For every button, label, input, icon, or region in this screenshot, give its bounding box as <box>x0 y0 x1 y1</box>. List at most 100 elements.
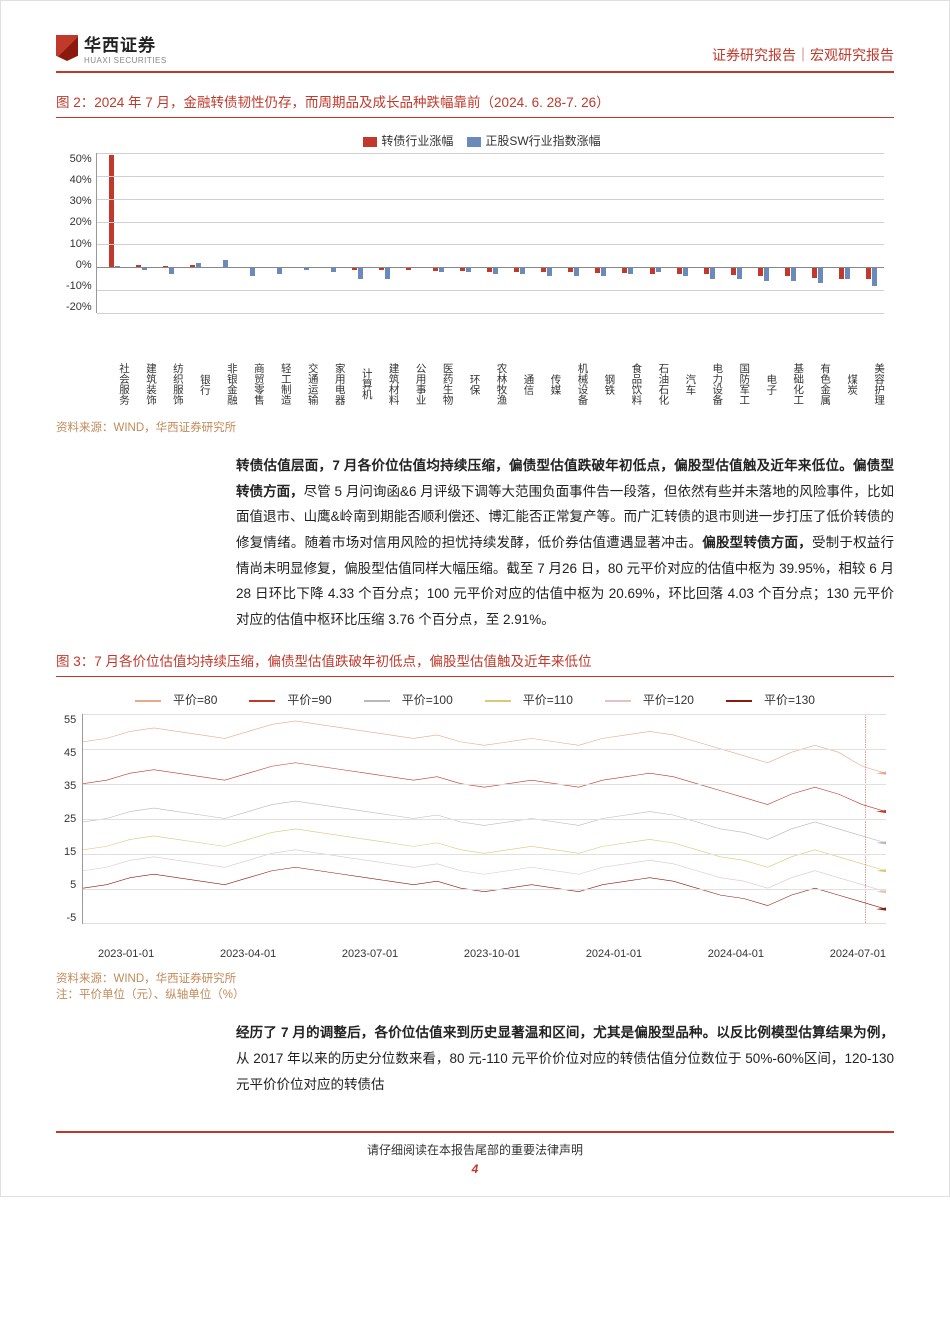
bar <box>601 267 606 276</box>
para2-lead: 经历了 7 月的调整后，各价位估值来到历史显著温和区间，尤其是偏股型品种。以反比… <box>236 1025 894 1040</box>
bar <box>385 267 390 278</box>
xtick: 医药生物 <box>426 357 453 411</box>
ytick: 40% <box>66 174 92 186</box>
bar <box>710 267 715 278</box>
xtick: 公用事业 <box>399 357 426 411</box>
bar-group <box>126 153 153 313</box>
bar-group <box>477 153 504 313</box>
bar <box>520 267 525 274</box>
xtick: 环保 <box>453 357 480 411</box>
bar-group <box>639 153 666 313</box>
legend-label: 平价=120 <box>643 693 694 707</box>
bar <box>250 267 255 276</box>
fig2-source: 资料来源：WIND，华西证券研究所 <box>56 419 894 435</box>
bar-group <box>855 153 882 313</box>
bar <box>358 267 363 278</box>
bar-group <box>504 153 531 313</box>
xtick: 电力设备 <box>695 357 722 411</box>
legend-swatch <box>363 137 377 147</box>
fig2-yaxis: 50%40%30%20%10%0%-10%-20% <box>66 153 96 313</box>
xtick: 机械设备 <box>560 357 587 411</box>
fig3-legend: 平价=80 平价=90 平价=100 平价=110 平价=120 平价=130 <box>64 691 886 708</box>
ytick: 5 <box>64 879 76 891</box>
bar <box>737 267 742 278</box>
header-right: 证券研究报告｜宏观研究报告 <box>712 45 894 65</box>
paragraph-1: 转债估值层面，7 月各价位估值均持续压缩，偏债型估值跌破年初低点，偏股型估值触及… <box>236 453 894 632</box>
line-series <box>83 721 886 773</box>
bar <box>574 267 579 276</box>
fig3-source: 资料来源：WIND，华西证券研究所 <box>56 970 894 986</box>
bar <box>872 267 877 285</box>
xtick: 商贸零售 <box>237 357 264 411</box>
legend-label: 转债行业涨幅 <box>381 134 453 148</box>
xtick: 2024-04-01 <box>708 948 764 960</box>
bar <box>677 267 682 274</box>
bar-group <box>153 153 180 313</box>
xtick: 银行 <box>183 357 210 411</box>
logo-mark <box>56 35 78 61</box>
ytick: 10% <box>66 238 92 250</box>
xtick: 煤炭 <box>830 357 857 411</box>
fig3-note: 注：平价单位（元）、纵轴单位（%） <box>56 986 894 1002</box>
xtick: 食品饮料 <box>614 357 641 411</box>
xtick: 2023-10-01 <box>464 948 520 960</box>
bar-group <box>315 153 342 313</box>
xtick: 电子 <box>749 357 776 411</box>
ytick: 20% <box>66 216 92 228</box>
fig2-xlabels: 社会服务建筑装饰纺织服饰银行非银金融商贸零售轻工制造交通运输家用电器计算机建筑材… <box>66 357 884 411</box>
legend-line <box>605 700 631 702</box>
xtick: 2023-04-01 <box>220 948 276 960</box>
bar-group <box>747 153 774 313</box>
legend-item: 平价=100 <box>356 693 461 707</box>
logo: 华西证券 HUAXI SECURITIES <box>56 31 167 65</box>
bar <box>758 267 763 276</box>
line-series <box>83 829 886 871</box>
legend-label: 平价=100 <box>402 693 453 707</box>
xtick: 国防军工 <box>722 357 749 411</box>
bar <box>785 267 790 276</box>
legend-item: 平价=80 <box>127 693 225 707</box>
bar <box>547 267 552 276</box>
bar <box>818 267 823 283</box>
xtick: 建筑材料 <box>372 357 399 411</box>
bar <box>812 267 817 277</box>
line-series <box>83 763 886 812</box>
fig2-title: 图 2：2024 年 7 月，金融转债韧性仍存，而周期品及成长品种跌幅靠前（20… <box>56 91 894 118</box>
ytick: 50% <box>66 153 92 165</box>
bar <box>628 267 633 274</box>
bar-group <box>666 153 693 313</box>
legend-swatch <box>467 137 481 147</box>
legend-line <box>249 700 275 702</box>
ytick: 15 <box>64 846 76 858</box>
bar-group <box>261 153 288 313</box>
fig3-plot <box>82 714 886 924</box>
ytick: -10% <box>66 280 92 292</box>
xtick: 传媒 <box>534 357 561 411</box>
xtick: 2024-01-01 <box>586 948 642 960</box>
bar-group <box>693 153 720 313</box>
report-page: 华西证券 HUAXI SECURITIES 证券研究报告｜宏观研究报告 图 2：… <box>0 0 950 1197</box>
legend-label: 平价=130 <box>764 693 815 707</box>
footer-disclaimer: 请仔细阅读在本报告尾部的重要法律声明 <box>56 1141 894 1158</box>
xtick: 2023-07-01 <box>342 948 398 960</box>
bar-group <box>288 153 315 313</box>
legend-item: 平价=90 <box>241 693 339 707</box>
xtick: 通信 <box>507 357 534 411</box>
xtick: 基础化工 <box>776 357 803 411</box>
fig3-chart: 平价=80平价=90平价=100平价=110平价=120平价=130 55453… <box>56 687 894 964</box>
bar <box>764 267 769 281</box>
bar-group <box>828 153 855 313</box>
fig2-legend: 转债行业涨幅正股SW行业指数涨幅 <box>66 132 884 149</box>
xtick: 2023-01-01 <box>98 948 154 960</box>
ytick: 55 <box>64 714 76 726</box>
xtick: 家用电器 <box>318 357 345 411</box>
legend-line <box>726 700 752 702</box>
bar-group <box>450 153 477 313</box>
legend-item: 平价=110 <box>477 693 581 707</box>
bar-group <box>558 153 585 313</box>
bar <box>109 155 114 267</box>
bar-group <box>585 153 612 313</box>
ytick: 25 <box>64 813 76 825</box>
page-footer: 请仔细阅读在本报告尾部的重要法律声明 4 <box>56 1131 894 1176</box>
xtick: 轻工制造 <box>264 357 291 411</box>
